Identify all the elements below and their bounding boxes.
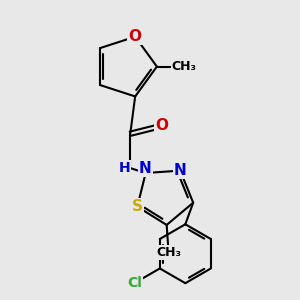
Text: H: H: [118, 161, 130, 175]
Text: O: O: [129, 29, 142, 44]
Text: CH₃: CH₃: [156, 246, 181, 259]
Text: N: N: [174, 163, 187, 178]
Text: N: N: [139, 160, 152, 175]
Text: Cl: Cl: [127, 276, 142, 290]
Text: O: O: [155, 118, 168, 134]
Text: CH₃: CH₃: [172, 60, 197, 73]
Text: S: S: [132, 199, 143, 214]
